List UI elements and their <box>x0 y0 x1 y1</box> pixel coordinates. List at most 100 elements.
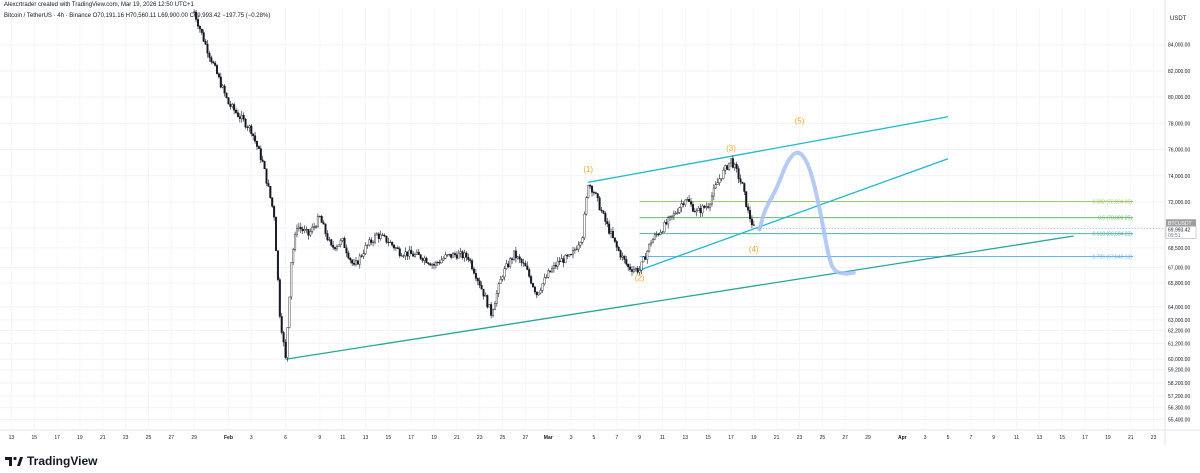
candle <box>330 238 333 247</box>
x-tick-label: 15 <box>1059 435 1065 441</box>
candle <box>391 241 394 248</box>
candle <box>642 255 645 263</box>
x-tick-label: 13 <box>9 435 15 441</box>
candle <box>591 185 594 197</box>
x-tick-label: 19 <box>751 435 757 441</box>
candle <box>682 201 685 208</box>
candle <box>400 252 403 257</box>
x-tick-label: 23 <box>797 435 803 441</box>
candle <box>714 181 717 190</box>
candle <box>309 228 312 237</box>
wave-label: (3) <box>726 144 736 153</box>
candle <box>196 15 199 29</box>
candle <box>353 258 356 267</box>
x-tick-label: Feb <box>224 435 233 441</box>
candle <box>545 274 548 279</box>
candle <box>393 243 396 251</box>
candle <box>564 253 567 264</box>
candle <box>440 255 443 264</box>
candle <box>560 254 563 262</box>
candle <box>750 215 753 229</box>
candle <box>276 250 279 282</box>
x-tick-label: Apr <box>898 435 907 441</box>
candle <box>280 312 283 335</box>
x-tick-label: 11 <box>660 435 665 441</box>
candle <box>729 158 732 168</box>
candle <box>472 266 475 275</box>
x-tick-label: 11 <box>340 435 345 441</box>
candle <box>520 257 523 267</box>
candle <box>271 197 274 209</box>
candle <box>486 294 489 309</box>
candle <box>360 254 363 258</box>
candle <box>225 92 228 99</box>
candle <box>335 244 338 252</box>
candle <box>522 258 525 267</box>
y-tick-label: 76,000.00 <box>1168 148 1190 154</box>
candle <box>429 262 432 266</box>
fib-label: 0.618 (69,584.23) <box>1093 232 1133 238</box>
candle <box>202 29 205 43</box>
candle <box>423 255 426 265</box>
candle <box>223 84 226 97</box>
y-tick-label: 72,000.00 <box>1168 200 1190 206</box>
candle <box>556 256 559 270</box>
symbol-header[interactable]: Bitcoin / TetherUS · 4h · Binance O70,19… <box>4 13 270 19</box>
x-tick-label: Mar <box>544 435 553 441</box>
y-tick-label: 68,500.00 <box>1168 246 1190 252</box>
candle <box>233 102 236 115</box>
wave-label: (5) <box>795 116 805 125</box>
candle <box>412 251 415 257</box>
x-tick-label: 3 <box>570 435 573 441</box>
candle <box>547 268 550 279</box>
candle <box>453 251 456 258</box>
candle <box>347 250 350 260</box>
candle <box>227 97 230 105</box>
candle <box>442 256 445 261</box>
time-axis[interactable]: 13 15 17 19 21 23 25 27 29 Feb 3 6 9 11 13 15 17 19 21 23 25… <box>9 435 1157 441</box>
candle <box>501 275 504 282</box>
x-tick-label: 19 <box>77 435 83 441</box>
candle <box>575 245 578 251</box>
candle <box>676 208 679 215</box>
candle <box>625 255 628 267</box>
candle <box>493 301 496 311</box>
chart-grid <box>0 0 1200 445</box>
y-tick-label: 74,000.00 <box>1168 174 1190 180</box>
candle <box>415 249 418 255</box>
candle <box>684 199 687 207</box>
candle <box>615 239 618 252</box>
candle <box>644 253 647 260</box>
candle <box>528 267 531 279</box>
x-tick-label: 21 <box>1128 435 1134 441</box>
candle <box>680 199 683 213</box>
candle <box>328 236 331 242</box>
candle <box>712 184 715 201</box>
y-tick-label: 59,200.00 <box>1168 368 1190 374</box>
candle <box>433 261 436 270</box>
candle <box>413 252 416 258</box>
candle <box>623 255 626 264</box>
candle <box>204 39 207 46</box>
candle <box>248 124 251 133</box>
candle <box>465 251 468 261</box>
candle <box>474 268 477 282</box>
x-tick-label: 9 <box>638 435 641 441</box>
candle <box>646 249 649 264</box>
candle <box>292 247 295 265</box>
candle <box>295 224 298 238</box>
candle <box>349 257 352 264</box>
candle <box>667 215 670 229</box>
y-tick-label: 56,300.00 <box>1168 406 1190 412</box>
candle <box>240 111 243 123</box>
candle <box>524 260 527 267</box>
candle <box>372 240 375 247</box>
candle <box>261 155 264 163</box>
x-tick-label: 25 <box>500 435 506 441</box>
y-tick-label: 67,000.00 <box>1168 265 1190 271</box>
y-tick-label: 55,400.00 <box>1168 418 1190 424</box>
candle <box>318 215 321 218</box>
candle <box>566 253 569 260</box>
projection-path <box>757 150 856 276</box>
